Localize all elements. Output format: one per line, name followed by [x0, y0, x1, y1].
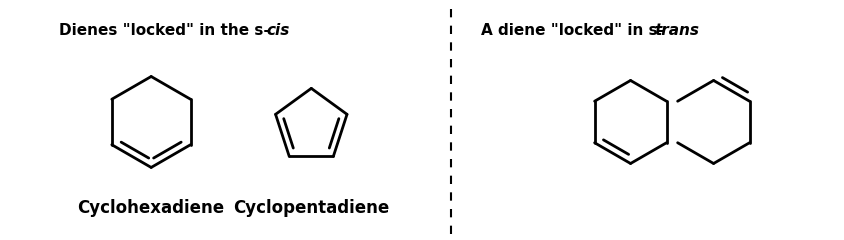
Text: Cyclohexadiene: Cyclohexadiene — [78, 199, 225, 217]
Text: Cyclopentadiene: Cyclopentadiene — [233, 199, 389, 217]
Text: trans: trans — [655, 23, 700, 38]
Text: cis: cis — [267, 23, 289, 38]
Text: Dienes "locked" in the s-: Dienes "locked" in the s- — [59, 23, 270, 38]
Text: A diene "locked" in s-: A diene "locked" in s- — [481, 23, 664, 38]
